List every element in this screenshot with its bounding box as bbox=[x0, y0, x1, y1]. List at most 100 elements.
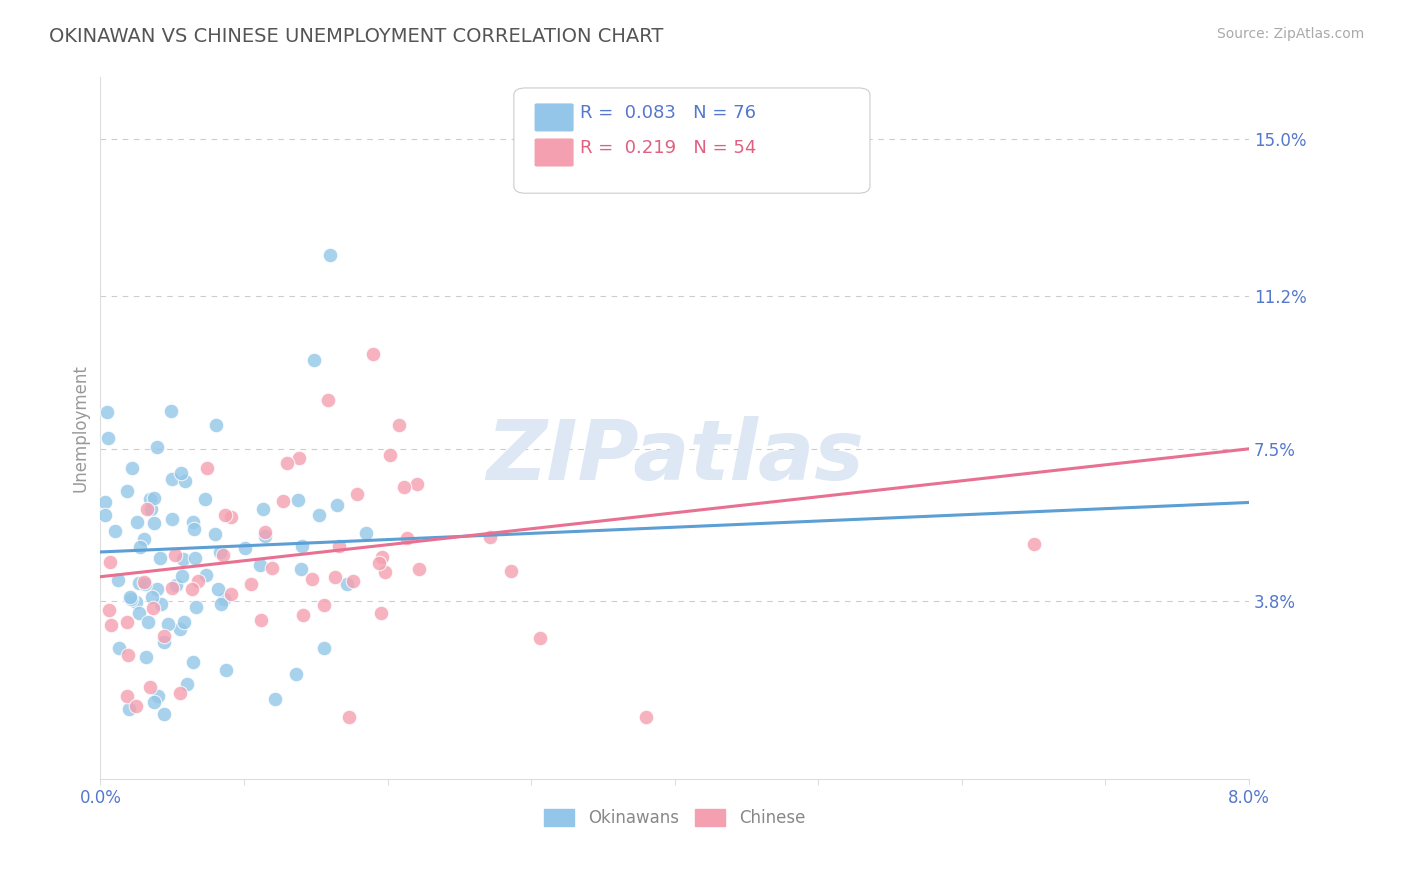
Point bbox=[212, 548, 235, 562]
Point bbox=[181, 515, 204, 529]
Point bbox=[174, 474, 197, 488]
Point bbox=[141, 501, 163, 516]
Point bbox=[370, 606, 392, 620]
Point bbox=[285, 666, 308, 681]
Point bbox=[304, 352, 326, 367]
Point bbox=[184, 600, 207, 615]
Point bbox=[254, 524, 277, 539]
Point bbox=[212, 592, 235, 607]
Point bbox=[117, 615, 139, 630]
Point bbox=[314, 640, 336, 655]
Point bbox=[142, 695, 165, 709]
Point bbox=[169, 622, 191, 636]
Point bbox=[183, 522, 205, 536]
Text: Source: ZipAtlas.com: Source: ZipAtlas.com bbox=[1216, 27, 1364, 41]
Point bbox=[292, 608, 315, 623]
Point bbox=[149, 598, 172, 612]
Point bbox=[204, 417, 226, 432]
Point bbox=[240, 577, 263, 591]
Point bbox=[195, 568, 218, 582]
Point bbox=[308, 508, 330, 523]
Point bbox=[146, 690, 169, 704]
Point bbox=[378, 448, 401, 462]
Point bbox=[149, 551, 172, 566]
Point bbox=[336, 576, 359, 591]
FancyBboxPatch shape bbox=[513, 88, 870, 194]
Point bbox=[100, 555, 122, 569]
Point bbox=[173, 615, 195, 630]
Point bbox=[170, 568, 193, 582]
Point bbox=[138, 680, 160, 694]
Point bbox=[120, 591, 142, 606]
Point bbox=[97, 603, 120, 617]
Point bbox=[125, 595, 148, 609]
Point bbox=[120, 591, 142, 605]
Point bbox=[388, 417, 411, 432]
Point bbox=[499, 564, 522, 578]
Point bbox=[108, 641, 131, 656]
Point bbox=[314, 599, 336, 613]
Point bbox=[249, 613, 271, 627]
Point bbox=[219, 510, 242, 524]
Point bbox=[326, 498, 349, 512]
Point bbox=[181, 582, 204, 597]
Point bbox=[96, 405, 118, 419]
Point bbox=[316, 392, 339, 407]
FancyBboxPatch shape bbox=[534, 138, 574, 167]
Point bbox=[94, 508, 117, 523]
Point bbox=[634, 710, 657, 724]
Point bbox=[135, 649, 157, 664]
Point bbox=[93, 495, 115, 509]
Point bbox=[181, 655, 204, 669]
Point bbox=[208, 544, 231, 558]
Point bbox=[392, 480, 415, 494]
Point bbox=[319, 248, 342, 262]
Point bbox=[132, 574, 155, 589]
Point bbox=[145, 582, 167, 596]
Point bbox=[136, 615, 159, 629]
Point bbox=[125, 699, 148, 714]
Point bbox=[160, 511, 183, 525]
Point bbox=[215, 663, 238, 677]
Point bbox=[342, 574, 364, 588]
Text: ZIPatlas: ZIPatlas bbox=[485, 416, 863, 497]
Point bbox=[107, 574, 129, 588]
Point bbox=[146, 440, 169, 454]
Point bbox=[115, 690, 138, 704]
Point bbox=[142, 601, 165, 615]
Point bbox=[367, 556, 389, 570]
Point bbox=[104, 524, 127, 538]
Point bbox=[204, 526, 226, 541]
Point bbox=[406, 477, 429, 491]
Point bbox=[170, 466, 193, 480]
Point bbox=[276, 456, 298, 470]
Point bbox=[134, 577, 156, 591]
Point bbox=[219, 587, 242, 601]
Point bbox=[128, 575, 150, 590]
Point bbox=[264, 692, 287, 706]
Point bbox=[152, 707, 174, 722]
Point bbox=[249, 558, 271, 572]
Point bbox=[214, 508, 236, 522]
Point bbox=[323, 570, 346, 584]
Point bbox=[1022, 537, 1045, 551]
Point bbox=[209, 597, 232, 611]
Point bbox=[169, 686, 191, 700]
Point bbox=[371, 550, 394, 565]
Point bbox=[159, 404, 181, 418]
Point bbox=[529, 631, 551, 645]
Point bbox=[165, 548, 187, 562]
Point bbox=[233, 541, 256, 555]
Point bbox=[252, 501, 274, 516]
Point bbox=[337, 710, 360, 724]
Point bbox=[194, 491, 217, 506]
Point bbox=[479, 531, 502, 545]
Point bbox=[301, 572, 323, 586]
Point bbox=[187, 574, 209, 588]
Point bbox=[176, 677, 198, 691]
Point bbox=[346, 487, 368, 501]
Point bbox=[184, 551, 207, 566]
Point bbox=[253, 528, 276, 542]
Text: R =  0.219   N = 54: R = 0.219 N = 54 bbox=[581, 139, 756, 157]
Point bbox=[142, 516, 165, 530]
